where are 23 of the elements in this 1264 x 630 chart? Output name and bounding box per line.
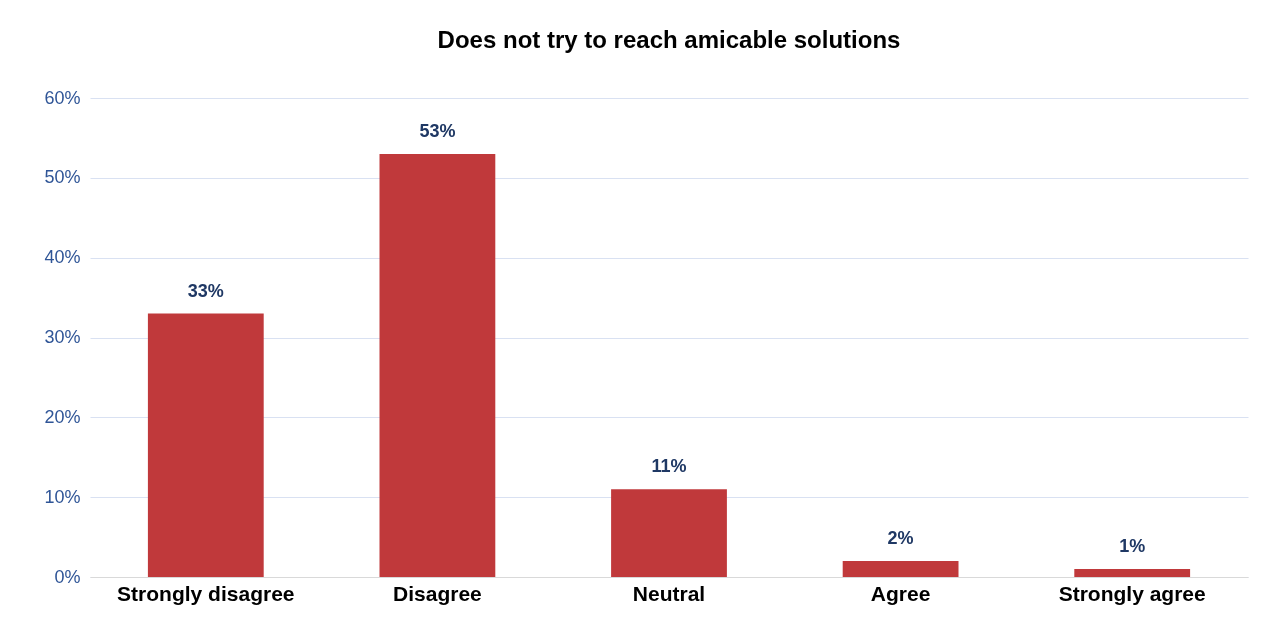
data-label: 33%: [187, 280, 224, 301]
x-tick-label: Disagree: [393, 581, 482, 605]
chart-title: Does not try to reach amicable solutions: [437, 26, 901, 53]
data-label: 2%: [887, 528, 914, 549]
y-tick-label: 20%: [44, 406, 81, 427]
y-tick-label: 10%: [44, 486, 81, 507]
x-tick-label: Strongly agree: [1058, 581, 1206, 605]
x-tick-label: Strongly disagree: [117, 581, 295, 605]
x-tick-label: Agree: [870, 581, 931, 605]
data-label: 1%: [1119, 536, 1146, 557]
y-tick-label: 40%: [44, 247, 81, 268]
bar: [147, 313, 264, 577]
data-label: 11%: [651, 456, 687, 477]
y-tick-label: 50%: [44, 167, 81, 188]
bar: [611, 489, 727, 577]
data-label: 53%: [419, 120, 456, 141]
bar: [1074, 569, 1191, 577]
x-tick-label: Neutral: [632, 581, 706, 605]
y-tick-label: 30%: [44, 327, 81, 347]
y-tick-label: 60%: [44, 87, 81, 108]
bar: [379, 153, 496, 577]
bar: [842, 561, 959, 577]
y-tick-label: 0%: [54, 566, 81, 587]
